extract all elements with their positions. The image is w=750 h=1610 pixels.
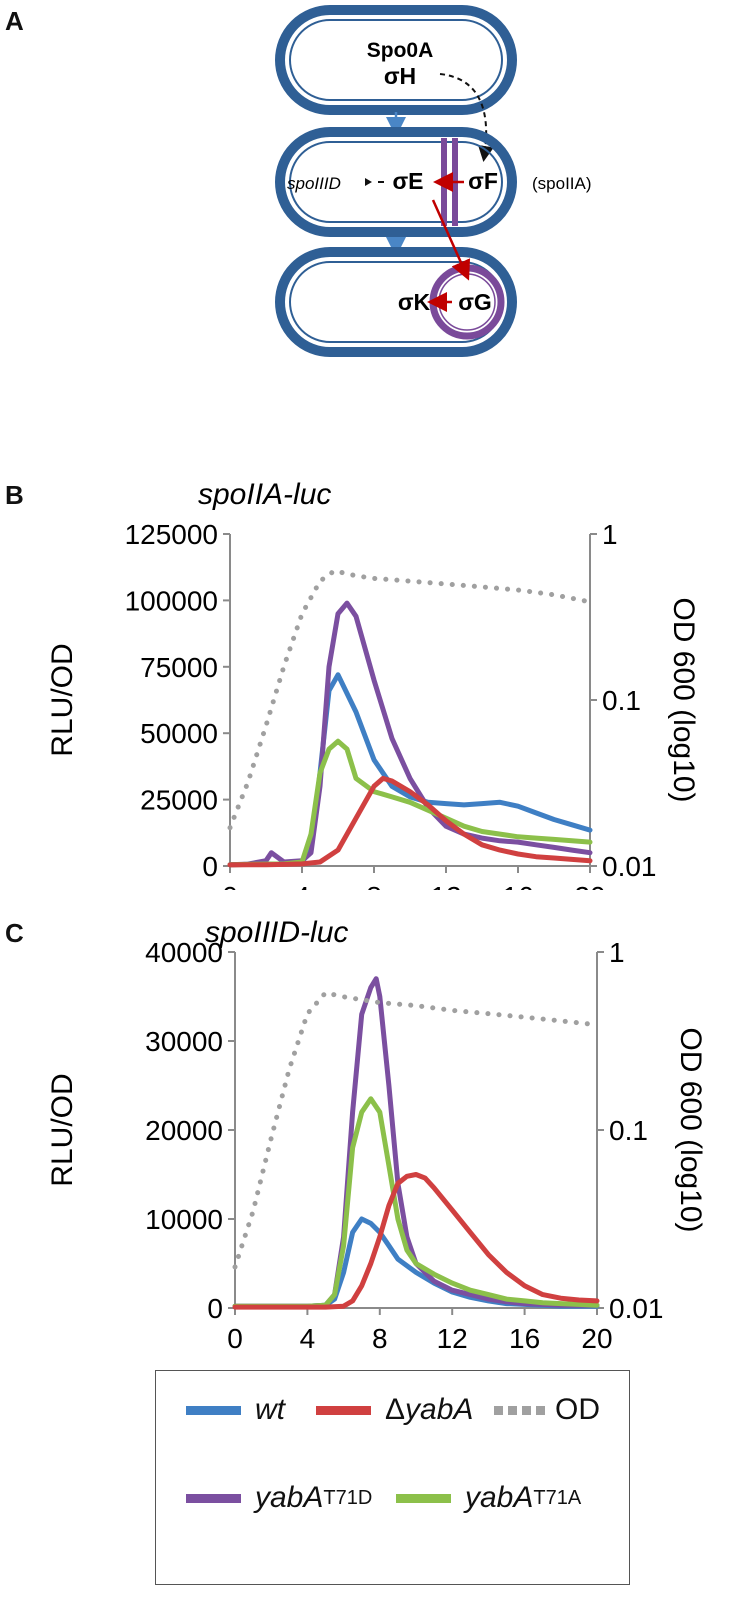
legend-swatch-wt bbox=[186, 1405, 241, 1415]
x-tick-label: 0 bbox=[227, 1323, 243, 1350]
legend-label-t71a: yabA bbox=[465, 1481, 534, 1514]
x-tick-label: 12 bbox=[437, 1323, 468, 1350]
x-tick-label: 8 bbox=[372, 1323, 388, 1350]
y-tick-label: 75000 bbox=[140, 652, 218, 683]
y-tick-label: 125000 bbox=[125, 519, 218, 550]
y-tick-label: 0 bbox=[202, 851, 218, 882]
spo0a-label: Spo0A bbox=[367, 39, 434, 62]
series-line-yaba-t71d bbox=[232, 976, 600, 1309]
chart-spoiiid-luc: spoIIID-luc 0 10000 20000 30000 40000 0 4 8 12 16 2… bbox=[46, 916, 707, 1350]
x-tick-label: 8 bbox=[366, 881, 382, 890]
y-tick-label: 50000 bbox=[140, 718, 218, 749]
legend-sub-t71a: T71A bbox=[533, 1486, 582, 1509]
sigma-g-label: σG bbox=[458, 289, 492, 315]
series-line-yaba bbox=[232, 1172, 600, 1310]
y2-axis-label: OD 600 (log10) bbox=[674, 1027, 707, 1232]
y-tick-label: 20000 bbox=[145, 1115, 223, 1146]
legend-label-od: OD bbox=[555, 1393, 600, 1426]
spoiiid-label: spoIIID bbox=[287, 174, 341, 193]
series-line-yaba bbox=[227, 775, 593, 868]
legend-item-od: OD bbox=[494, 1393, 600, 1427]
x-tick-label: 12 bbox=[430, 881, 461, 890]
x-tick-label: 16 bbox=[502, 881, 533, 890]
sigma-h-label: σH bbox=[384, 63, 416, 89]
legend-prefix-dyaba: Δ bbox=[385, 1393, 406, 1426]
sigma-e-to-g-arrow bbox=[431, 199, 471, 281]
legend-sub-t71d: T71D bbox=[323, 1486, 373, 1509]
sigma-k-label: σK bbox=[398, 289, 431, 315]
legend-swatch-t71a bbox=[396, 1493, 451, 1503]
panel-a-diagram: Spo0A σH spoIIID σE σF (spoIIA) σK σG bbox=[275, 5, 592, 357]
legend-item-t71a: yabA T71A bbox=[396, 1481, 581, 1515]
y2-tick-label: 1 bbox=[609, 937, 625, 968]
sigma-f-label: σF bbox=[468, 168, 498, 194]
x-tick-label: 20 bbox=[581, 1323, 612, 1350]
y-axis-label: RLU/OD bbox=[46, 643, 79, 756]
legend-label-wt: wt bbox=[255, 1393, 285, 1426]
legend-swatch-dyaba bbox=[316, 1405, 371, 1415]
y2-tick-label: 0.01 bbox=[602, 851, 657, 882]
y2-tick-label: 0.1 bbox=[609, 1115, 648, 1146]
legend-item-t71d: yabA T71D bbox=[186, 1481, 372, 1515]
legend-swatch-od bbox=[494, 1405, 549, 1415]
y-tick-label: 0 bbox=[207, 1293, 223, 1324]
legend-item-wt: wt bbox=[186, 1393, 285, 1427]
legend-swatch-t71d bbox=[186, 1493, 241, 1503]
y-tick-label: 40000 bbox=[145, 937, 223, 968]
y-tick-label: 25000 bbox=[140, 785, 218, 816]
y2-tick-label: 0.01 bbox=[609, 1293, 664, 1324]
x-tick-label: 0 bbox=[222, 881, 238, 890]
spoiia-label: (spoIIA) bbox=[532, 174, 592, 193]
y2-tick-label: 1 bbox=[602, 519, 618, 550]
y-tick-label: 10000 bbox=[145, 1204, 223, 1235]
series-line-od bbox=[232, 990, 600, 1270]
chart-title: spoIIID-luc bbox=[205, 916, 348, 949]
legend-label-dyaba: yabA bbox=[405, 1393, 474, 1426]
chart-spoiia-luc: spoIIA-luc 0 25000 50000 75000 100000 125000 0 4… bbox=[46, 478, 700, 890]
sigma-e-to-spoiiid-arrow bbox=[365, 178, 372, 186]
chart-title: spoIIA-luc bbox=[198, 478, 331, 511]
panel-letter-a: A bbox=[5, 6, 24, 36]
panel-letter-b: B bbox=[5, 480, 24, 510]
y-tick-label: 100000 bbox=[125, 585, 218, 616]
series-line-yaba-t71d bbox=[227, 600, 593, 868]
y-axis-label: RLU/OD bbox=[46, 1073, 79, 1186]
top-cell bbox=[275, 5, 517, 115]
y-tick-label: 30000 bbox=[145, 1026, 223, 1057]
panel-letter-c: C bbox=[5, 918, 24, 948]
x-tick-label: 4 bbox=[294, 881, 310, 890]
sigma-e-label: σE bbox=[392, 168, 423, 194]
x-tick-label: 16 bbox=[509, 1323, 540, 1350]
x-tick-label: 4 bbox=[300, 1323, 316, 1350]
y2-tick-label: 0.1 bbox=[602, 685, 641, 716]
series-line-od bbox=[227, 568, 593, 831]
y2-axis-label: OD 600 (log10) bbox=[667, 597, 700, 802]
legend-label-t71d: yabA bbox=[255, 1481, 324, 1514]
x-tick-label: 20 bbox=[574, 881, 605, 890]
